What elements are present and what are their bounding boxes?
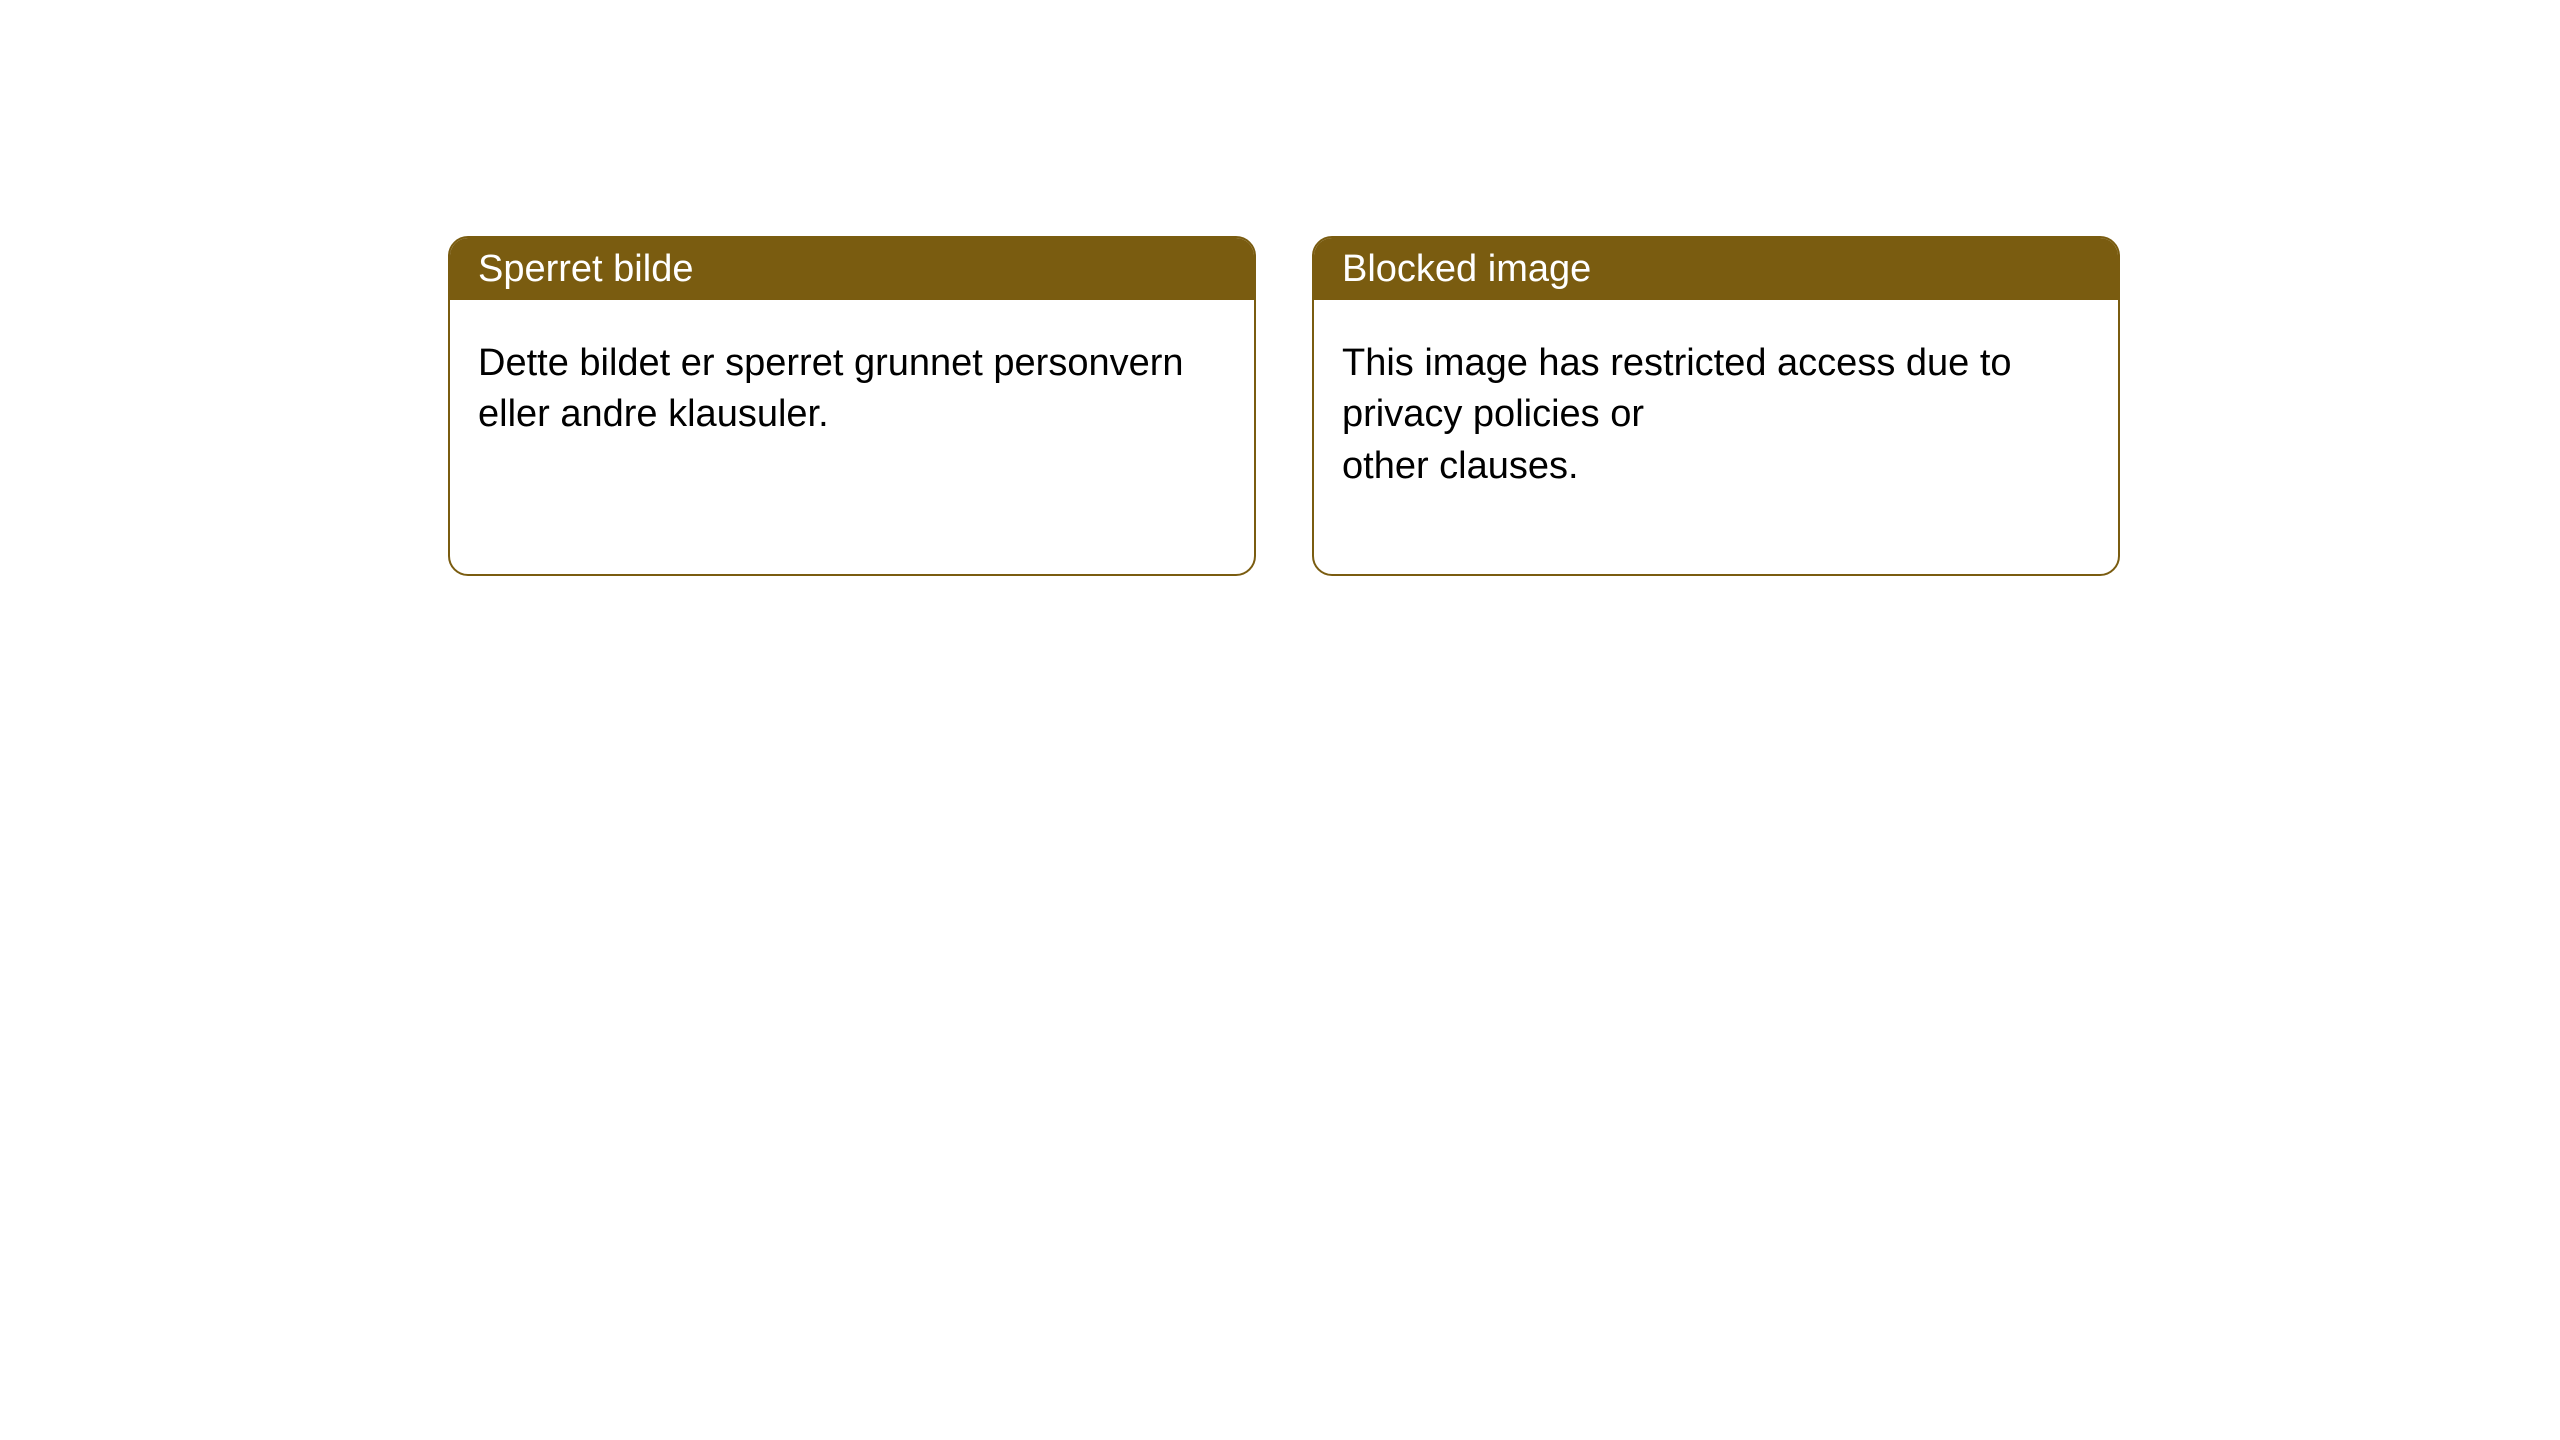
notice-card-norwegian: Sperret bilde Dette bildet er sperret gr… — [448, 236, 1256, 576]
card-body: This image has restricted access due to … — [1314, 300, 2118, 530]
notice-card-english: Blocked image This image has restricted … — [1312, 236, 2120, 576]
card-title: Sperret bilde — [450, 238, 1254, 300]
card-title: Blocked image — [1314, 238, 2118, 300]
notice-cards-row: Sperret bilde Dette bildet er sperret gr… — [0, 0, 2560, 576]
card-body: Dette bildet er sperret grunnet personve… — [450, 300, 1254, 479]
